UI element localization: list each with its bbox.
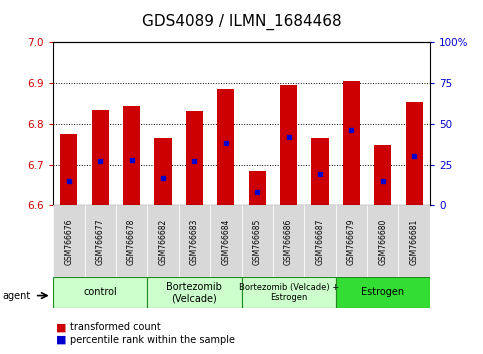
Bar: [217, 89, 234, 205]
Bar: [179, 205, 210, 278]
Bar: [53, 277, 147, 308]
Text: ■: ■: [56, 335, 66, 345]
Text: GSM766676: GSM766676: [64, 218, 73, 265]
Text: GSM766681: GSM766681: [410, 218, 419, 265]
Text: GDS4089 / ILMN_1684468: GDS4089 / ILMN_1684468: [142, 14, 341, 30]
Bar: [147, 277, 242, 308]
Text: GSM766686: GSM766686: [284, 218, 293, 265]
Bar: [312, 138, 328, 205]
Text: GSM766677: GSM766677: [96, 218, 105, 265]
Bar: [147, 205, 179, 278]
Text: agent: agent: [2, 291, 30, 301]
Bar: [367, 205, 398, 278]
Bar: [123, 105, 140, 205]
Bar: [280, 85, 297, 205]
Bar: [398, 205, 430, 278]
Bar: [186, 111, 203, 205]
Text: GSM766678: GSM766678: [127, 218, 136, 265]
Bar: [304, 205, 336, 278]
Bar: [242, 205, 273, 278]
Bar: [406, 102, 423, 205]
Text: GSM766682: GSM766682: [158, 218, 168, 265]
Bar: [53, 205, 85, 278]
Text: Estrogen: Estrogen: [361, 287, 404, 297]
Text: percentile rank within the sample: percentile rank within the sample: [70, 335, 235, 345]
Text: ■: ■: [56, 322, 66, 332]
Bar: [155, 138, 171, 205]
Bar: [60, 134, 77, 205]
Text: transformed count: transformed count: [70, 322, 161, 332]
Bar: [336, 277, 430, 308]
Text: GSM766687: GSM766687: [315, 218, 325, 265]
Bar: [343, 81, 360, 205]
Text: GSM766683: GSM766683: [190, 218, 199, 265]
Bar: [273, 205, 304, 278]
Text: GSM766680: GSM766680: [378, 218, 387, 265]
Text: GSM766679: GSM766679: [347, 218, 356, 265]
Text: control: control: [84, 287, 117, 297]
Bar: [336, 205, 367, 278]
Bar: [210, 205, 242, 278]
Bar: [92, 110, 109, 205]
Bar: [242, 277, 336, 308]
Text: GSM766684: GSM766684: [221, 218, 230, 265]
Bar: [116, 205, 147, 278]
Bar: [249, 171, 266, 205]
Text: Bortezomib (Velcade) +
Estrogen: Bortezomib (Velcade) + Estrogen: [239, 283, 339, 302]
Bar: [374, 145, 391, 205]
Text: Bortezomib
(Velcade): Bortezomib (Velcade): [167, 281, 222, 303]
Bar: [85, 205, 116, 278]
Text: GSM766685: GSM766685: [253, 218, 262, 265]
